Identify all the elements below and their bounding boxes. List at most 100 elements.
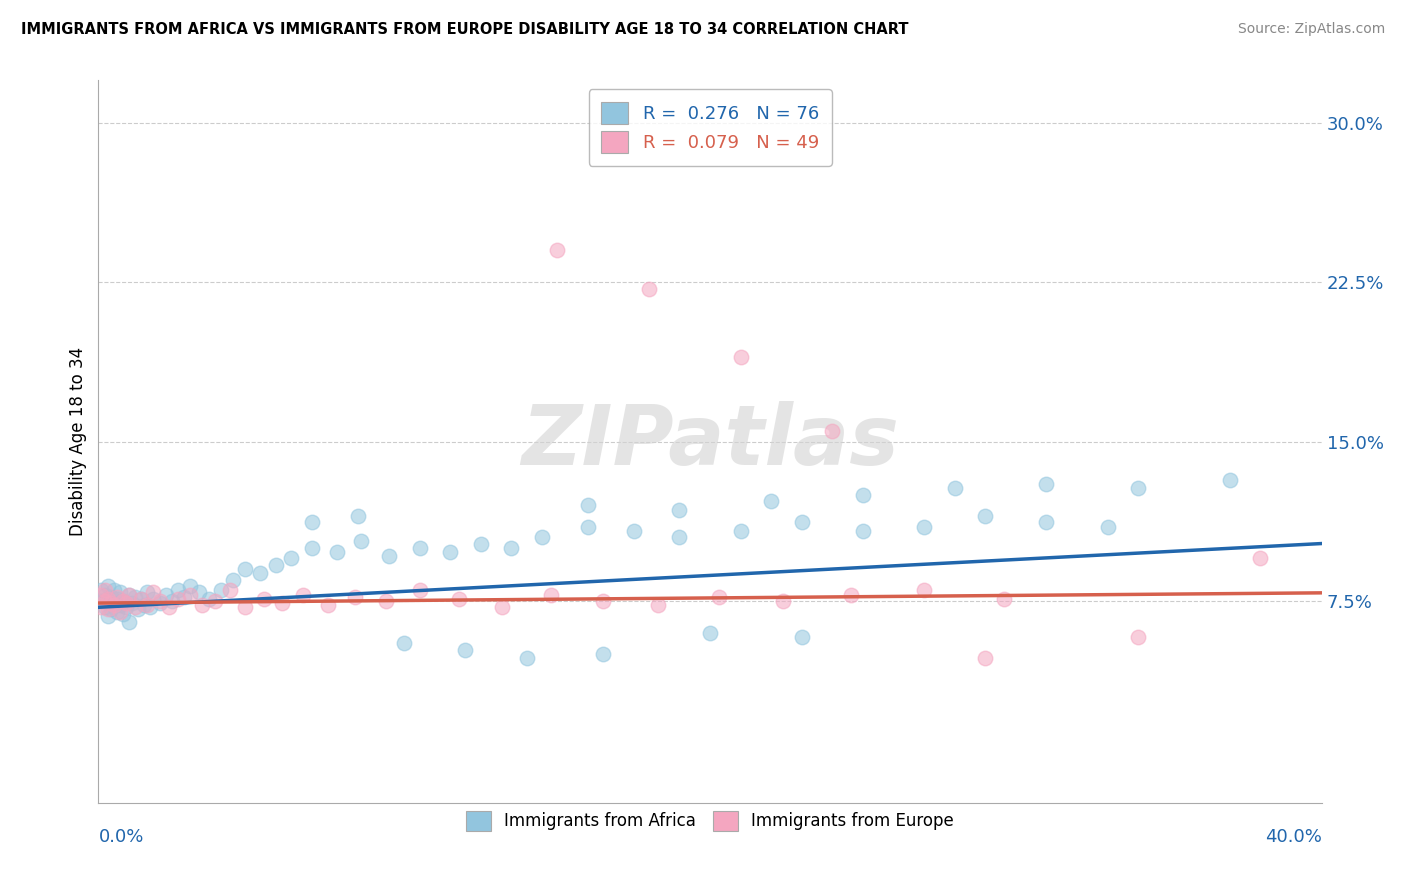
Point [1035,516,1057,530]
Point [179,579,201,593]
Point [118,615,141,630]
Point [90,588,112,602]
Point [124,600,146,615]
Point [408,541,430,555]
Point [100,602,122,616]
Point [233,562,256,576]
Point [668,530,690,544]
Point [1249,551,1271,566]
Point [97,591,120,606]
Point [118,588,141,602]
Point [136,585,159,599]
Point [136,598,159,612]
Point [103,596,125,610]
Point [90,583,112,598]
Point [852,488,875,502]
Point [378,549,401,564]
Point [134,598,156,612]
Point [1097,519,1119,533]
Point [759,494,782,508]
Point [576,519,599,533]
Point [142,585,165,599]
Point [129,591,152,606]
Point [439,545,461,559]
Point [111,607,134,621]
Point [219,583,242,598]
Point [105,591,128,606]
Point [149,594,172,608]
Point [105,590,128,604]
Point [93,583,115,598]
Point [160,594,183,608]
Point [209,583,232,598]
Point [347,508,370,523]
Point [108,605,131,619]
Point [454,642,477,657]
Point [252,591,274,606]
Point [699,625,721,640]
Point [118,588,141,602]
Point [90,594,112,608]
Point [912,583,935,598]
Point [592,594,614,608]
Point [179,588,201,602]
Point [197,591,219,606]
Point [111,594,134,608]
Point [912,519,935,533]
Point [709,590,731,604]
Point [233,600,256,615]
Point [449,591,471,606]
Y-axis label: Disability Age 18 to 34: Disability Age 18 to 34 [69,347,87,536]
Point [592,647,614,661]
Point [344,590,367,604]
Point [821,424,844,438]
Point [97,579,120,593]
Point [93,588,115,602]
Point [546,244,568,258]
Point [155,588,177,602]
Point [97,602,120,616]
Point [790,516,813,530]
Point [157,600,180,615]
Point [1128,481,1150,495]
Point [301,541,323,555]
Point [103,583,125,598]
Point [100,596,122,610]
Point [540,588,562,602]
Point [790,630,813,644]
Point [222,573,245,587]
Point [142,591,165,606]
Point [470,536,492,550]
Point [115,600,138,615]
Point [974,651,997,665]
Point [100,590,122,604]
Text: 0.0%: 0.0% [98,829,143,847]
Point [127,602,149,616]
Point [93,594,115,608]
Point [173,590,195,604]
Point [108,598,131,612]
Point [264,558,287,572]
Text: ZIPatlas: ZIPatlas [522,401,898,482]
Point [326,545,349,559]
Point [392,636,416,650]
Point [530,530,553,544]
Point [316,598,339,612]
Point [108,585,131,599]
Point [191,598,214,612]
Point [111,594,134,608]
Text: 40.0%: 40.0% [1265,829,1322,847]
Point [350,534,373,549]
Point [668,502,690,516]
Point [139,600,162,615]
Point [97,608,120,623]
Point [516,651,538,665]
Point [993,591,1015,606]
Point [730,350,752,364]
Point [852,524,875,538]
Point [772,594,794,608]
Point [292,588,315,602]
Point [167,583,190,598]
Point [623,524,645,538]
Point [730,524,752,538]
